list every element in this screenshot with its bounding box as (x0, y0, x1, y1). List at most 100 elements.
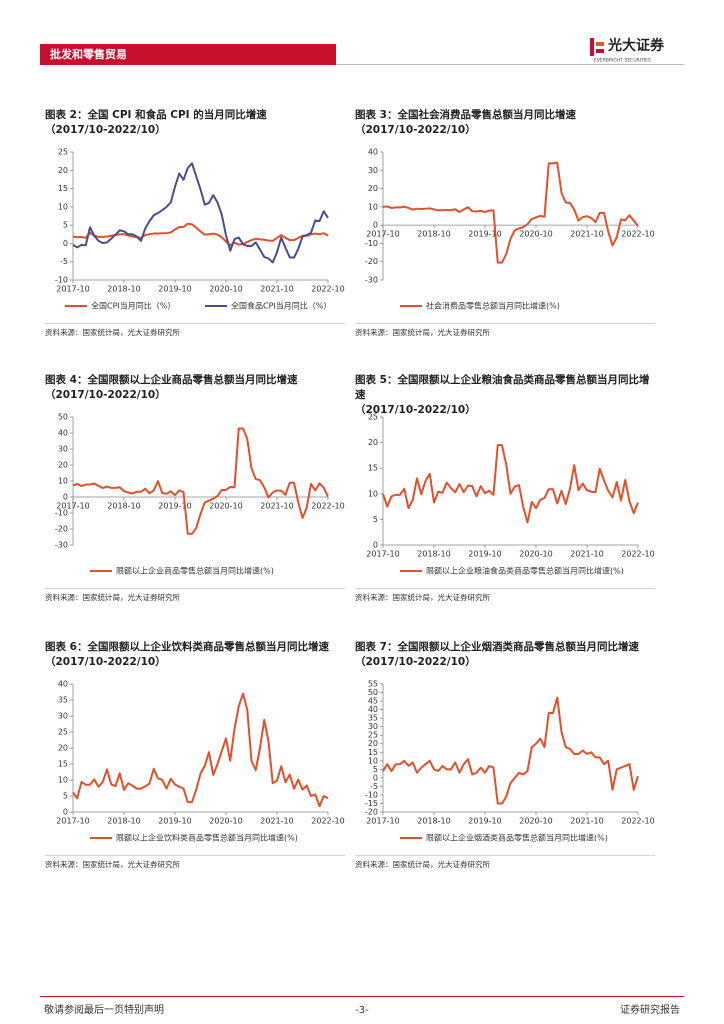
y-tick-label: 30 (368, 166, 378, 175)
legend-label: 社会消费品零售总额当月同比增速(%) (426, 301, 560, 311)
x-tick-label: 2018-10 (417, 550, 450, 559)
y-tick-label: 5 (63, 792, 68, 801)
y-tick-label: 25 (368, 413, 378, 422)
y-tick-label: -5 (60, 257, 68, 266)
chart-title: 图表 2：全国 CPI 和食品 CPI 的当月同比增速 (45, 109, 267, 121)
y-tick-label: 20 (368, 184, 378, 193)
x-tick-label: 2017-10 (56, 285, 89, 294)
footer-disclaimer: 敬请参阅最后一页特别声明 (44, 1003, 164, 1016)
logo-icon (590, 38, 594, 56)
y-tick-label: 10 (368, 202, 378, 211)
y-tick-label: 40 (368, 705, 378, 714)
source-note: 资料来源：国家统计局，光大证券研究所 (45, 859, 180, 869)
x-tick-label: 2021-10 (260, 285, 293, 294)
x-tick-label: 2020-10 (519, 230, 552, 239)
data-line (72, 692, 329, 808)
y-tick-label: 20 (58, 166, 68, 175)
chart-title-block: 图表 4：全国限额以上企业商品零售总额当月同比增速 （2017/10-2022/1… (45, 373, 345, 403)
chart-title: 图表 5：全国限额以上企业粮油食品类商品零售总额当月同比增速 (355, 374, 650, 401)
x-tick-label: 2020-10 (209, 502, 242, 511)
chart-title-block: 图表 2：全国 CPI 和食品 CPI 的当月同比增速 （2017/10-2022… (45, 108, 345, 138)
x-tick-label: 2019-10 (158, 285, 191, 294)
source-note: 资料来源：国家统计局，光大证券研究所 (45, 327, 180, 337)
x-tick-label: 2018-10 (107, 502, 140, 511)
y-tick-label: 25 (368, 731, 378, 740)
y-tick-label: 0 (373, 773, 378, 782)
y-tick-label: -20 (55, 525, 68, 534)
y-tick-label: 0 (373, 541, 378, 550)
x-tick-label: 2019-10 (158, 817, 191, 826)
x-tick-label: 2020-10 (209, 817, 242, 826)
logo-english: EVERBRIGHT SECURITIES (594, 58, 651, 64)
y-tick-label: 0 (63, 493, 68, 502)
y-tick-label: 40 (58, 680, 68, 689)
chart-title-block: 图表 3：全国社会消费品零售总额当月同比增速 （2017/10-2022/10） (355, 108, 655, 138)
x-tick-label: 2022-10 (621, 230, 654, 239)
chart-subtitle: （2017/10-2022/10） (45, 389, 166, 401)
y-tick-label: 0 (63, 808, 68, 817)
data-line (382, 696, 639, 805)
y-tick-label: 55 (368, 680, 378, 689)
y-tick-label: 20 (368, 739, 378, 748)
x-tick-label: 2019-10 (468, 817, 501, 826)
y-tick-label: 25 (58, 728, 68, 737)
y-tick-label: 15 (368, 464, 378, 473)
x-tick-label: 2022-10 (621, 817, 654, 826)
y-tick-label: 35 (368, 714, 378, 723)
x-tick-label: 2021-10 (260, 817, 293, 826)
y-tick-label: 40 (368, 148, 378, 157)
data-line (382, 161, 639, 264)
y-tick-label: -10 (365, 790, 378, 799)
y-tick-label: 25 (58, 148, 68, 157)
y-tick-label: 10 (58, 776, 68, 785)
chart-title: 图表 6：全国限额以上企业饮料类商品零售总额当月同比增速 (45, 641, 329, 653)
x-tick-label: 2019-10 (158, 502, 191, 511)
section-band (40, 44, 336, 65)
chart-subtitle: （2017/10-2022/10） (45, 656, 166, 668)
y-tick-label: -10 (55, 276, 68, 285)
chart-title: 图表 7：全国限额以上企业烟酒类商品零售总额当月同比增速 (355, 641, 639, 653)
y-tick-label: 10 (368, 756, 378, 765)
y-tick-label: 50 (368, 688, 378, 697)
y-tick-label: 15 (368, 748, 378, 757)
y-tick-label: 20 (58, 744, 68, 753)
y-tick-label: -20 (365, 808, 378, 817)
logo-icon (596, 49, 604, 53)
y-tick-label: -5 (370, 782, 378, 791)
footer-report-type: 证券研究报告 (620, 1003, 680, 1016)
x-tick-label: 2018-10 (107, 285, 140, 294)
y-tick-label: 0 (373, 221, 378, 230)
y-tick-label: -30 (55, 541, 68, 550)
y-tick-label: 10 (58, 202, 68, 211)
x-tick-label: 2018-10 (417, 230, 450, 239)
x-tick-label: 2019-10 (468, 230, 501, 239)
legend-label: 限额以上企业饮料类商品零售总额当月同比增速(%) (116, 833, 298, 843)
y-tick-label: 10 (58, 477, 68, 486)
logo-text: 光大证券 (607, 37, 665, 54)
chart-subtitle: （2017/10-2022/10） (355, 404, 476, 416)
y-tick-label: -10 (55, 509, 68, 518)
x-tick-label: 2022-10 (311, 285, 344, 294)
page-number: -3- (355, 1005, 369, 1016)
y-tick-label: 30 (368, 722, 378, 731)
data-line (72, 162, 329, 264)
x-tick-label: 2019-10 (468, 550, 501, 559)
x-tick-label: 2017-10 (366, 230, 399, 239)
data-line (382, 444, 639, 524)
x-tick-label: 2020-10 (209, 285, 242, 294)
x-tick-label: 2017-10 (56, 502, 89, 511)
chart-title-block: 图表 6：全国限额以上企业饮料类商品零售总额当月同比增速 （2017/10-202… (45, 640, 345, 670)
y-tick-label: -15 (365, 799, 378, 808)
legend-label: 全国食品CPI当月同比（%） (231, 301, 331, 311)
y-tick-label: -20 (365, 257, 378, 266)
y-tick-label: 45 (368, 697, 378, 706)
x-tick-label: 2021-10 (570, 230, 603, 239)
y-tick-label: 15 (58, 184, 68, 193)
x-tick-label: 2018-10 (107, 817, 140, 826)
y-tick-label: 15 (58, 760, 68, 769)
data-line (72, 427, 329, 535)
x-tick-label: 2017-10 (56, 817, 89, 826)
x-tick-label: 2021-10 (570, 550, 603, 559)
